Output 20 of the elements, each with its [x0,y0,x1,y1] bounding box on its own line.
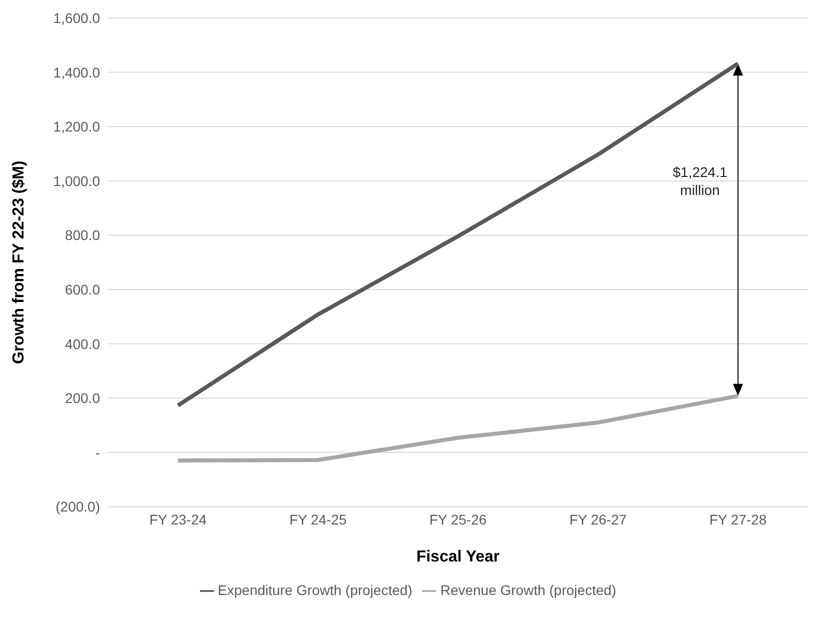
x-tick-label: FY 23-24 [149,512,207,528]
y-tick-label: 1,600.0 [53,10,100,26]
x-tick-label: FY 27-28 [709,512,767,528]
y-tick-label: 800.0 [64,227,100,244]
legend-label: Revenue Growth (projected) [440,582,616,598]
y-tick-label: 600.0 [64,281,100,298]
y-axis-title: Growth from FY 22-23 ($M) [10,160,28,364]
y-tick-label: 400.0 [64,336,100,352]
y-tick-label: (200.0) [56,498,100,515]
annotation: $1,224.1 million [672,164,728,198]
legend-label: Expenditure Growth (projected) [218,582,412,598]
x-tick-label: FY 24-25 [289,512,347,528]
y-tick-label: 200.0 [64,390,100,406]
x-axis-title: Fiscal Year [416,548,500,566]
x-tick-label: FY 26-27 [569,512,627,528]
x-tick-label: FY 25-26 [429,512,487,528]
y-tick-label: 1,200.0 [53,118,100,135]
y-tick-label: - [95,444,100,460]
y-tick-label: 1,400.0 [53,64,100,80]
y-tick-label: 1,000.0 [53,172,100,189]
